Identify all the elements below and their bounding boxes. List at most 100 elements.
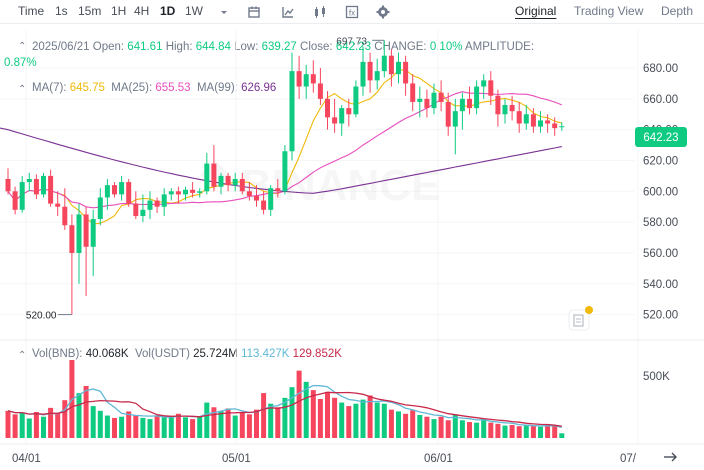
ma7-value: 645.75 [69, 82, 105, 94]
candle-body [410, 83, 416, 102]
candle-body [147, 200, 153, 210]
volume-bar [502, 425, 508, 438]
note-icon[interactable] [568, 306, 593, 331]
amplitude-label: AMPLITUDE: [465, 41, 535, 53]
candle-body [360, 61, 366, 87]
candle-body [239, 178, 245, 192]
volume-bar [232, 415, 238, 438]
volume-bar [104, 415, 110, 438]
ma25-value: 655.53 [155, 82, 191, 94]
candle-body [268, 188, 274, 210]
ma-collapse-chevron-icon[interactable]: ⌃ [18, 84, 27, 95]
tab-trading-view[interactable]: Trading View [574, 4, 644, 18]
tab-depth[interactable]: Depth [661, 4, 694, 18]
amplitude-value: 0.87% [4, 57, 37, 69]
vol-usdt-label: Vol(USDT) [134, 348, 190, 360]
volume-bar [538, 426, 543, 438]
interval-15m[interactable]: 15m [78, 4, 102, 18]
change-label: CHANGE: [374, 41, 427, 53]
volume-bar [211, 407, 217, 438]
candle-body [112, 185, 117, 195]
vol-collapse-chevron-icon[interactable]: ⌃ [18, 350, 27, 361]
volume-bar [488, 422, 494, 438]
date-tick-label: 07/ [620, 453, 637, 465]
time-label[interactable]: Time [18, 4, 45, 18]
ohlc-line-2: 0.87% [4, 57, 37, 69]
volume-bar [26, 418, 32, 438]
candle-body [90, 219, 96, 247]
candle-body [282, 151, 288, 192]
interval-1s[interactable]: 1s [55, 4, 68, 18]
volume-bar [5, 410, 11, 438]
candle-body [452, 111, 458, 127]
volume-bar [346, 406, 352, 438]
volume-bar [218, 410, 224, 438]
volume-bar [310, 390, 316, 438]
line-chart-icon[interactable] [280, 4, 296, 20]
volume-bar [452, 414, 458, 438]
volume-bar [381, 403, 387, 438]
candlestick-icon[interactable] [312, 4, 328, 20]
candle-body [516, 111, 522, 124]
candle-body [467, 98, 472, 109]
volume-bar [282, 397, 288, 438]
volume-bar [62, 400, 68, 438]
watermark-text: BINANCE [240, 161, 440, 210]
volume-bar [467, 422, 472, 438]
volume-bar [289, 387, 295, 438]
volume-bar [112, 417, 117, 438]
current-price-tag: 642.23 [635, 127, 687, 147]
volume-bar [509, 425, 515, 438]
calendar-icon[interactable] [246, 4, 262, 20]
candle-body [218, 175, 224, 187]
volume-bar [97, 410, 103, 438]
volume-bar [545, 424, 551, 438]
candle-body [325, 98, 330, 118]
price-tick-label: 660.00 [643, 94, 678, 106]
tab-original[interactable]: Original [515, 4, 557, 18]
ohlc-line-1: 2025/06/21 Open: 641.61 High: 644.84 Low… [32, 41, 534, 53]
low-marker-label: 520.00 [26, 311, 57, 322]
candle-body [197, 191, 203, 193]
gear-icon[interactable] [375, 4, 391, 20]
interval-1w[interactable]: 1W [185, 4, 203, 18]
dropdown-caret-icon[interactable] [216, 4, 232, 20]
volume-bar [83, 386, 89, 438]
interval-1h[interactable]: 1H [111, 4, 127, 18]
candle-body [246, 191, 252, 196]
volume-bar [140, 417, 146, 438]
candle-body [481, 80, 487, 87]
price-tick-label: 680.00 [643, 63, 678, 75]
candle-body [552, 123, 558, 129]
open-value: 641.61 [127, 41, 163, 53]
candle-body [474, 86, 480, 109]
volume-bar [161, 417, 167, 438]
volume-bar [417, 414, 423, 438]
volume-bar [119, 416, 125, 438]
interval-4h[interactable]: 4H [134, 4, 150, 18]
price-tick-label: 580.00 [643, 217, 678, 229]
candle-body [261, 200, 267, 210]
scroll-right-icon[interactable] [664, 452, 677, 462]
collapse-chevron-icon[interactable]: ⌃ [18, 41, 27, 52]
volume-bar [495, 423, 501, 438]
volume-bar [459, 420, 465, 438]
indicator-icon[interactable]: fx [344, 4, 360, 20]
volume-bar [374, 402, 380, 438]
volume-bar [175, 413, 181, 438]
candle-body [417, 98, 423, 102]
candle-body [5, 178, 11, 192]
volume-bar [360, 399, 366, 438]
ohlc-date: 2025/06/21 [32, 41, 90, 53]
volume-bar [268, 403, 274, 438]
candle-body [459, 98, 465, 112]
volume-bar [410, 410, 416, 438]
interval-1d[interactable]: 1D [160, 4, 176, 18]
volume-bar [403, 413, 409, 438]
candle-body [41, 175, 46, 195]
volume-bar [254, 409, 259, 438]
candle-body [538, 120, 543, 127]
high-value: 644.84 [195, 41, 231, 53]
current-price-text: 642.23 [643, 132, 678, 144]
